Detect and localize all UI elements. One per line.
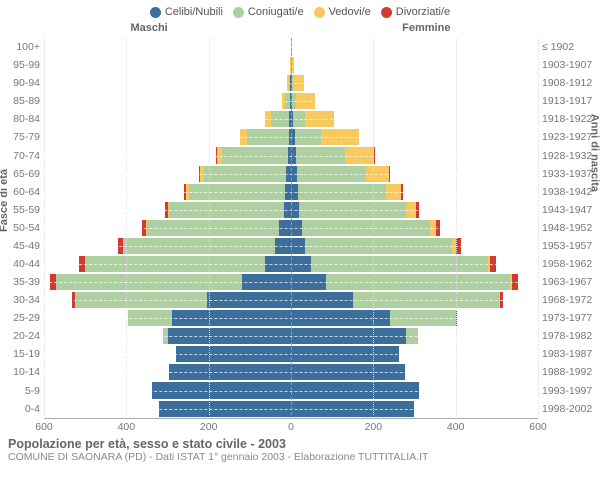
y-left-label: 40-44	[0, 258, 40, 270]
legend-label: Coniugati/e	[248, 6, 304, 18]
y-left-label: 70-74	[0, 150, 40, 162]
x-tick: 600	[35, 421, 53, 433]
y-right-label: 1938-1942	[542, 186, 600, 198]
legend-item: Vedovi/e	[314, 6, 371, 18]
legend-item: Coniugati/e	[233, 6, 304, 18]
legend-dot-icon	[233, 7, 244, 18]
y-left-label: 35-39	[0, 276, 40, 288]
y-right-label: 1963-1967	[542, 276, 600, 288]
y-right-label: 1923-1927	[542, 131, 600, 143]
y-left-label: 20-24	[0, 330, 40, 342]
y-right-label: 1903-1907	[542, 59, 600, 71]
y-right-label: ≤ 1902	[542, 41, 600, 53]
y-right-label: 1998-2002	[542, 403, 600, 415]
y-left-label: 95-99	[0, 59, 40, 71]
y-right-label: 1948-1952	[542, 222, 600, 234]
y-right-label: 1913-1917	[542, 95, 600, 107]
y-right-label: 1978-1982	[542, 330, 600, 342]
y-right-label: 1973-1977	[542, 312, 600, 324]
chart-container: Maschi Femmine Fasce di età Anni di nasc…	[0, 22, 600, 433]
x-gridline	[373, 38, 374, 415]
y-right-label: 1943-1947	[542, 204, 600, 216]
y-left-label: 25-29	[0, 312, 40, 324]
x-axis: 6004002000200400600	[44, 418, 538, 434]
y-left-label: 85-89	[0, 95, 40, 107]
x-gridline	[126, 38, 127, 415]
y-right-label: 1983-1987	[542, 348, 600, 360]
female-header: Femmine	[402, 22, 450, 34]
y-right-label: 1968-1972	[542, 294, 600, 306]
legend-dot-icon	[150, 7, 161, 18]
y-left-label: 50-54	[0, 222, 40, 234]
y-right-label: 1953-1957	[542, 240, 600, 252]
gender-headers: Maschi Femmine	[0, 22, 600, 38]
x-tick: 200	[365, 421, 383, 433]
y-right-label: 1928-1932	[542, 150, 600, 162]
y-right-label: 1993-1997	[542, 385, 600, 397]
x-tick: 600	[529, 421, 547, 433]
x-tick: 200	[200, 421, 218, 433]
y-left-label: 60-64	[0, 186, 40, 198]
chart-body: 100+≤ 190295-991903-190790-941908-191285…	[44, 38, 538, 433]
y-right-label: 1933-1937	[542, 168, 600, 180]
x-gridline	[44, 38, 45, 415]
legend: Celibi/Nubili Coniugati/e Vedovi/e Divorzia…	[0, 0, 600, 22]
y-left-label: 0-4	[0, 403, 40, 415]
y-left-label: 15-19	[0, 348, 40, 360]
legend-dot-icon	[314, 7, 325, 18]
legend-item: Divorziati/e	[381, 6, 450, 18]
y-left-label: 65-69	[0, 168, 40, 180]
y-left-label: 80-84	[0, 113, 40, 125]
x-gridline	[209, 38, 210, 415]
legend-label: Divorziati/e	[396, 6, 450, 18]
footer: Popolazione per età, sesso e stato civil…	[0, 433, 600, 463]
y-left-label: 45-49	[0, 240, 40, 252]
x-tick: 400	[118, 421, 136, 433]
x-tick: 400	[447, 421, 465, 433]
legend-dot-icon	[381, 7, 392, 18]
legend-item: Celibi/Nubili	[150, 6, 223, 18]
y-right-label: 1988-1992	[542, 366, 600, 378]
x-gridline	[456, 38, 457, 415]
y-left-label: 5-9	[0, 385, 40, 397]
x-gridline	[538, 38, 539, 415]
y-right-label: 1958-1962	[542, 258, 600, 270]
y-left-label: 100+	[0, 41, 40, 53]
male-header: Maschi	[130, 22, 167, 34]
chart-title: Popolazione per età, sesso e stato civil…	[8, 437, 592, 451]
legend-label: Vedovi/e	[329, 6, 371, 18]
y-left-label: 30-34	[0, 294, 40, 306]
y-left-label: 55-59	[0, 204, 40, 216]
y-left-label: 10-14	[0, 366, 40, 378]
center-gridline	[291, 38, 292, 415]
x-tick: 0	[288, 421, 294, 433]
legend-label: Celibi/Nubili	[165, 6, 223, 18]
y-right-label: 1908-1912	[542, 77, 600, 89]
y-left-label: 90-94	[0, 77, 40, 89]
y-right-label: 1918-1922	[542, 113, 600, 125]
y-left-label: 75-79	[0, 131, 40, 143]
chart-subtitle: COMUNE DI SAONARA (PD) - Dati ISTAT 1° g…	[8, 451, 592, 463]
